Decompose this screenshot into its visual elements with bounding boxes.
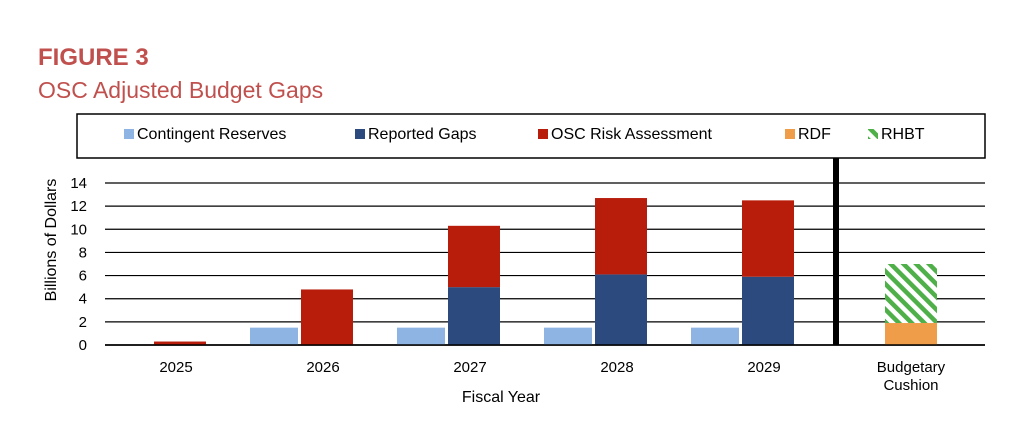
bar-osc-risk-assessment xyxy=(595,198,647,275)
bar-reported-gaps xyxy=(595,274,647,345)
y-tick-label: 8 xyxy=(79,244,87,261)
bar-osc-risk-assessment xyxy=(742,200,794,277)
gridlines xyxy=(105,182,985,346)
legend-label: RHBT xyxy=(881,126,925,143)
y-tick-label: 2 xyxy=(79,314,87,331)
y-tick-label: 10 xyxy=(70,221,87,238)
y-tick-labels: 0 2 4 6 8 10 12 14 xyxy=(70,175,87,354)
legend-box xyxy=(76,113,986,159)
x-tick-label-cushion: Cushion xyxy=(883,377,938,394)
bar-rhbt xyxy=(885,264,937,324)
x-tick-label: 2026 xyxy=(306,359,339,376)
y-tick-label: 14 xyxy=(70,175,87,192)
bar-contingent-reserves xyxy=(250,327,298,345)
bar-rdf xyxy=(885,323,937,345)
legend-swatch xyxy=(785,129,795,139)
figure-label: FIGURE 3 xyxy=(38,44,149,71)
figure-title: OSC Adjusted Budget Gaps xyxy=(38,77,324,103)
bar-reported-gaps xyxy=(742,276,794,345)
bar-reported-gaps xyxy=(448,287,500,345)
legend-label: Contingent Reserves xyxy=(137,126,286,143)
bars xyxy=(105,158,985,346)
bar-osc-risk-assessment xyxy=(301,289,353,345)
legend-label: Reported Gaps xyxy=(368,126,477,143)
y-axis-title: Billions of Dollars xyxy=(43,179,60,302)
y-tick-label: 6 xyxy=(79,268,87,285)
bar-osc-risk-assessment xyxy=(448,225,500,288)
x-tick-label: 2029 xyxy=(747,359,780,376)
y-tick-label: 4 xyxy=(79,291,87,308)
x-tick-label: 2025 xyxy=(159,359,192,376)
bar-osc-risk-assessment xyxy=(154,341,206,345)
legend-swatch xyxy=(124,129,134,139)
bar-contingent-reserves xyxy=(544,327,592,345)
legend-swatch xyxy=(355,129,365,139)
x-tick-label-cushion: Budgetary xyxy=(877,359,946,376)
x-tick-label: 2028 xyxy=(600,359,633,376)
bar-contingent-reserves xyxy=(397,327,445,345)
x-axis-title: Fiscal Year xyxy=(462,389,541,406)
legend-swatch xyxy=(538,129,548,139)
legend-label: OSC Risk Assessment xyxy=(551,126,712,143)
y-tick-label: 12 xyxy=(70,198,87,215)
legend: Contingent Reserves Reported Gaps OSC Risk… xyxy=(124,126,925,143)
x-tick-label: 2027 xyxy=(453,359,486,376)
legend-label: RDF xyxy=(798,126,831,143)
legend-swatch xyxy=(868,129,878,139)
y-tick-label: 0 xyxy=(79,337,87,354)
bar-contingent-reserves xyxy=(691,327,739,345)
